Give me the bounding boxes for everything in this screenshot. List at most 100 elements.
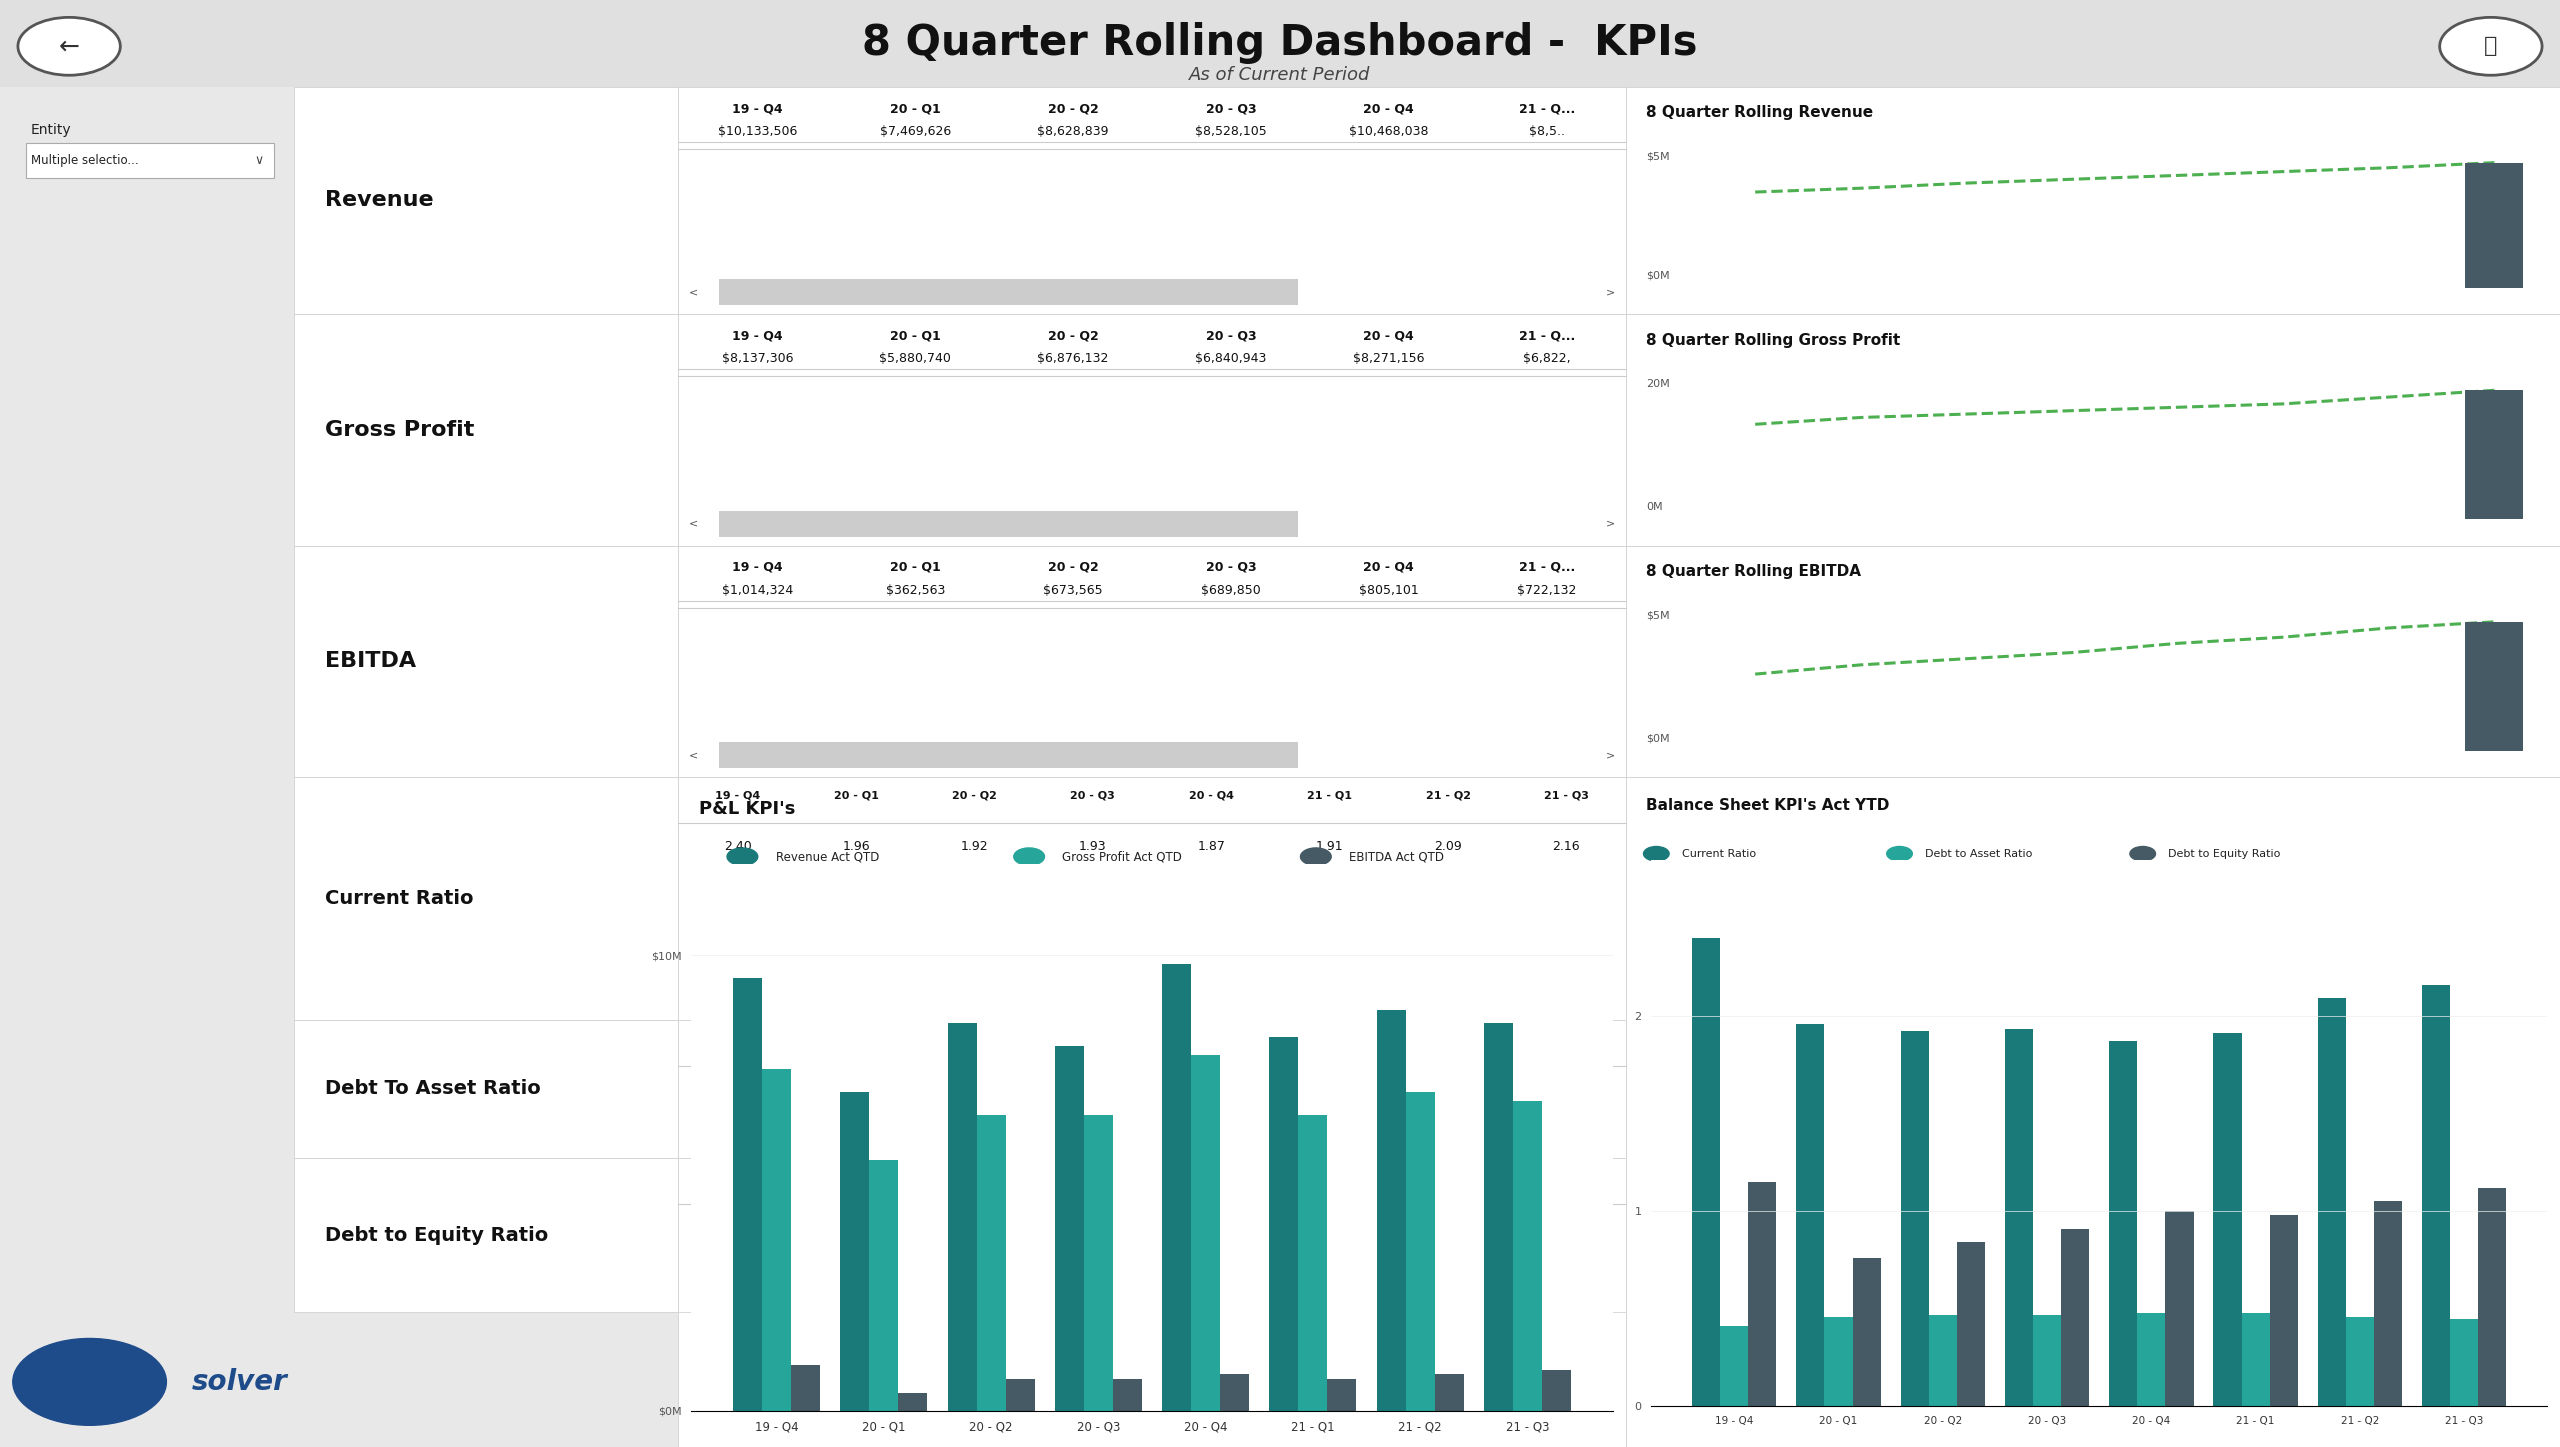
Bar (947, 1023, 975, 1411)
Text: 19 - Q4: 19 - Q4 (732, 103, 783, 114)
Bar (1900, 1032, 1928, 1406)
Bar (0, 777, 294, 1447)
Bar (1190, 1055, 1221, 1411)
Text: 8 Quarter Rolling Gross Profit: 8 Quarter Rolling Gross Profit (1646, 333, 1900, 347)
Text: 20 - Q4: 20 - Q4 (1188, 1035, 1234, 1043)
Text: <: < (689, 751, 699, 760)
Text: 0.76: 0.76 (842, 1221, 870, 1233)
Text: 0.46: 0.46 (1434, 1084, 1462, 1095)
Text: $8,5..: $8,5.. (1528, 126, 1564, 137)
Text: 20 - Q2: 20 - Q2 (1047, 103, 1098, 114)
Bar (26, 143, 274, 178)
Text: 19 - Q4: 19 - Q4 (714, 792, 760, 800)
Text: $0M: $0M (1646, 734, 1669, 744)
Bar (1405, 1091, 1434, 1411)
Text: 1.91: 1.91 (1316, 841, 1344, 852)
Bar (2465, 391, 2524, 519)
Text: 20 - Q2: 20 - Q2 (952, 1172, 996, 1181)
Bar (294, 546, 678, 777)
Text: 21 - Q...: 21 - Q... (1518, 330, 1574, 341)
Text: 20 - Q4: 20 - Q4 (1188, 1172, 1234, 1181)
Bar (1270, 1037, 1298, 1411)
Bar (1626, 314, 2560, 546)
Bar (2450, 1318, 2478, 1406)
Text: Entity: Entity (31, 123, 72, 137)
Bar (0, 87, 294, 1447)
Bar (678, 546, 1626, 777)
Text: 1.15: 1.15 (724, 1221, 753, 1233)
Bar (678, 777, 1626, 1447)
Bar (2138, 1312, 2166, 1406)
Bar (1055, 1046, 1083, 1411)
Bar (2422, 984, 2450, 1406)
Text: 20 - Q1: 20 - Q1 (891, 103, 940, 114)
Text: P&L KPI's: P&L KPI's (699, 800, 796, 818)
Text: $8,137,306: $8,137,306 (722, 353, 794, 365)
Bar (791, 1366, 819, 1411)
Text: 8 Quarter Rolling EBITDA: 8 Quarter Rolling EBITDA (1646, 564, 1861, 579)
Circle shape (1644, 846, 1669, 861)
Bar (1626, 87, 2560, 314)
Bar (1956, 1243, 1984, 1406)
Text: 21 - Q2: 21 - Q2 (1426, 792, 1469, 800)
Bar (719, 742, 1298, 768)
Bar (2243, 1312, 2271, 1406)
Bar (294, 314, 678, 546)
Text: $10,133,506: $10,133,506 (717, 126, 796, 137)
Text: Debt to Equity Ratio: Debt to Equity Ratio (325, 1226, 548, 1244)
Text: 20 - Q1: 20 - Q1 (835, 792, 878, 800)
Text: Multiple selectio...: Multiple selectio... (31, 155, 138, 166)
Circle shape (1300, 848, 1331, 865)
Text: 1.92: 1.92 (960, 841, 988, 852)
Text: 20 - Q3: 20 - Q3 (1070, 1172, 1116, 1181)
Bar (2373, 1201, 2401, 1406)
Bar (1853, 1257, 1882, 1406)
Text: 21 - Q...: 21 - Q... (1518, 103, 1574, 114)
Bar (870, 1160, 899, 1411)
Text: 1.87: 1.87 (1198, 841, 1226, 852)
Text: $6,822,: $6,822, (1523, 353, 1569, 365)
Text: Revenue: Revenue (325, 191, 433, 210)
Text: 20 - Q4: 20 - Q4 (1364, 561, 1413, 573)
Text: 0.47: 0.47 (1078, 1084, 1106, 1095)
Text: 0.48: 0.48 (1198, 1084, 1226, 1095)
Text: $8,528,105: $8,528,105 (1196, 126, 1267, 137)
Text: 21 - Q3: 21 - Q3 (1544, 1172, 1590, 1181)
Text: 0.48: 0.48 (1316, 1084, 1344, 1095)
Text: 20 - Q4: 20 - Q4 (1364, 103, 1413, 114)
Text: 20 - Q4: 20 - Q4 (1364, 330, 1413, 341)
Bar (1692, 938, 1720, 1406)
Bar (1434, 1375, 1464, 1411)
Text: ⓘ: ⓘ (2483, 36, 2499, 56)
Bar (294, 1020, 678, 1158)
Text: 21 - Q3: 21 - Q3 (1544, 1035, 1590, 1043)
Bar (2214, 1033, 2243, 1406)
Text: 20 - Q3: 20 - Q3 (1206, 103, 1257, 114)
Text: 20M: 20M (1646, 379, 1669, 389)
Text: $689,850: $689,850 (1201, 585, 1262, 596)
Text: 0.45: 0.45 (1551, 1084, 1580, 1095)
Bar (732, 978, 763, 1411)
Text: Gross Profit Act QTD: Gross Profit Act QTD (1062, 851, 1183, 862)
Text: 20 - Q2: 20 - Q2 (952, 792, 996, 800)
Text: 0.46: 0.46 (842, 1084, 870, 1095)
Text: 21 - Q2: 21 - Q2 (1426, 1172, 1469, 1181)
Text: $805,101: $805,101 (1359, 585, 1418, 596)
Bar (1114, 1379, 1142, 1411)
Text: 0.47: 0.47 (960, 1084, 988, 1095)
Text: solver: solver (192, 1367, 287, 1396)
Bar (975, 1114, 1006, 1411)
Text: 1.12: 1.12 (1551, 1221, 1580, 1233)
Bar (1928, 1315, 1956, 1406)
Bar (678, 1158, 1626, 1312)
Text: 19 - Q4: 19 - Q4 (714, 1172, 760, 1181)
Text: 21 - Q1: 21 - Q1 (1308, 1035, 1352, 1043)
Text: $5,880,740: $5,880,740 (878, 353, 952, 365)
Text: 21 - Q...: 21 - Q... (1518, 561, 1574, 573)
Text: 20 - Q2: 20 - Q2 (1047, 561, 1098, 573)
Bar (763, 1069, 791, 1411)
Bar (1162, 964, 1190, 1411)
Text: Balance Sheet KPI's Act YTD: Balance Sheet KPI's Act YTD (1646, 799, 1889, 813)
Text: $6,876,132: $6,876,132 (1037, 353, 1108, 365)
Text: 20 - Q3: 20 - Q3 (1206, 561, 1257, 573)
